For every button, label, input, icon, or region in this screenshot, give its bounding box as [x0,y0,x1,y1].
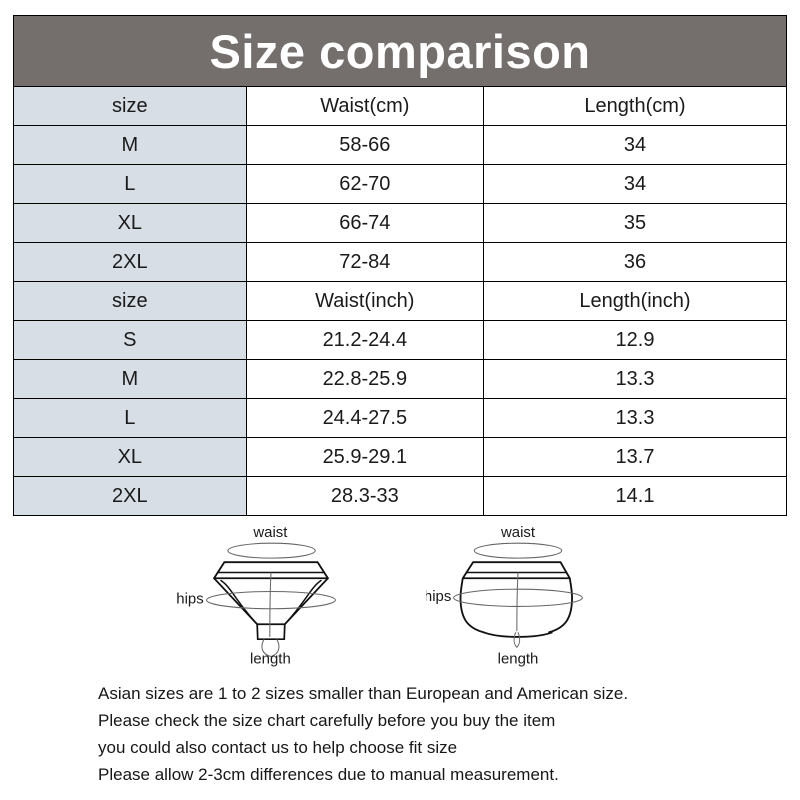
svg-text:waist: waist [500,524,536,541]
svg-text:hips: hips [176,591,203,608]
svg-text:hips: hips [426,588,451,605]
svg-text:length: length [498,650,539,667]
svg-text:waist: waist [252,524,288,541]
svg-text:length: length [250,650,291,667]
